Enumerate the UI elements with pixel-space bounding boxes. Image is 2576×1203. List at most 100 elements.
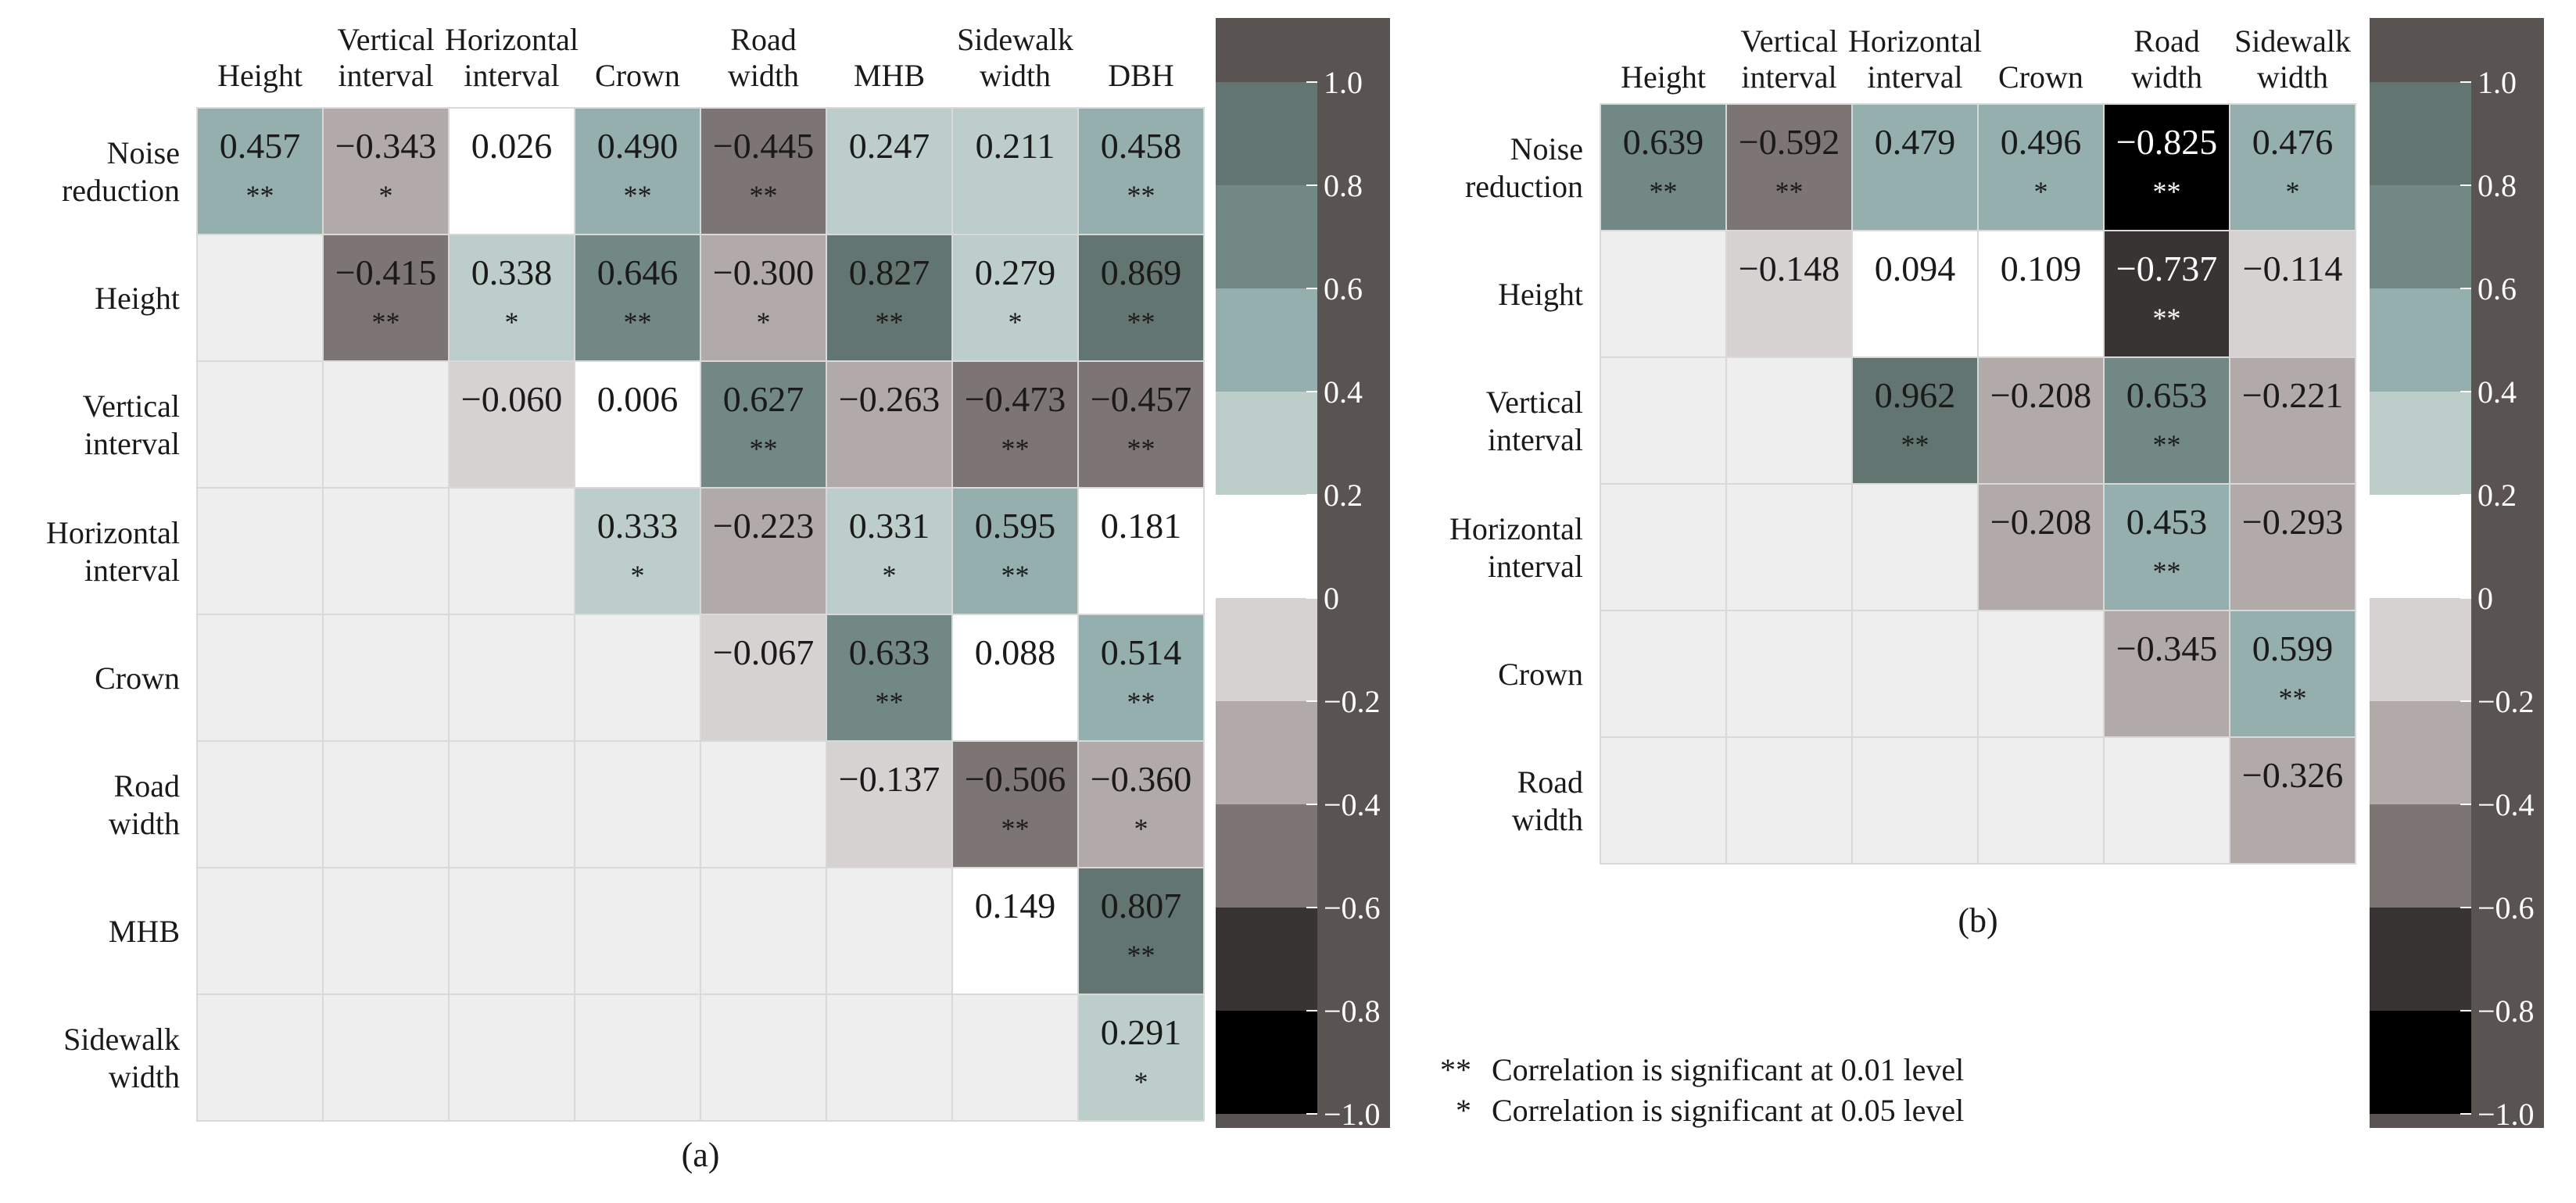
heatmap-cell	[2103, 356, 2230, 485]
heatmap-empty-cell	[322, 994, 450, 1122]
significance-mark: **	[1901, 429, 1929, 460]
heatmap-cell	[700, 360, 827, 489]
heatmap-empty-cell	[1977, 736, 2105, 865]
colorbar-tick-label: 0.2	[2477, 478, 2517, 513]
significance-mark: *	[2034, 176, 2048, 207]
heatmap-empty-cell	[826, 867, 953, 995]
cell-value-label: 0.331	[849, 506, 930, 546]
cell-value-label: −0.415	[335, 252, 436, 292]
column-label: width	[2131, 59, 2202, 95]
column-label: MHB	[854, 58, 925, 93]
heatmap-empty-cell	[1977, 610, 2105, 738]
cell-value-label: −0.737	[2116, 249, 2217, 288]
row-label: reduction	[1465, 169, 1583, 204]
cell-value-label: −0.263	[839, 379, 940, 419]
heatmap-cell	[574, 487, 701, 615]
colorbar-bin	[1216, 598, 1317, 701]
heatmap-cell	[700, 487, 827, 615]
cell-value-label: −0.223	[713, 506, 814, 546]
row-label: Height	[1498, 277, 1583, 312]
cell-value-label: 0.627	[723, 379, 804, 419]
cell-value-label: 0.496	[2001, 122, 2082, 162]
legend-text-2: Correlation is significant at 0.05 level	[1492, 1093, 1964, 1128]
cell-value-label: −0.445	[713, 126, 814, 166]
colorbar-tick-label: −1.0	[1324, 1097, 1381, 1132]
colorbar-tick-label: 0	[1324, 581, 1339, 616]
heatmap-cell	[951, 234, 1079, 362]
cell-value-label: −0.148	[1739, 249, 1840, 288]
heatmap-empty-cell	[1600, 356, 1727, 485]
heatmap-empty-cell	[196, 867, 324, 995]
row-label: interval	[84, 426, 180, 461]
colorbar-bin	[1216, 185, 1317, 288]
colorbar-tick-label: 0	[2477, 581, 2493, 616]
cell-value-label: 0.006	[597, 379, 679, 419]
colorbar-a: 1.0 0.8 0.6 0.4 0.2 0 −0.2 −0.4 −0.6 −0.8 −1.0	[1216, 18, 1390, 1132]
colorbar-tick-label: 0.2	[1324, 478, 1363, 513]
heatmap-empty-cell	[2103, 736, 2230, 865]
colorbar-bin	[2370, 82, 2471, 185]
column-label: Crown	[595, 58, 680, 93]
colorbar-tick-label: −1.0	[2477, 1097, 2535, 1132]
colorbar-bin	[1216, 288, 1317, 392]
heatmap-empty-cell	[322, 360, 450, 489]
significance-mark: **	[624, 306, 652, 338]
significance-mark: **	[1001, 813, 1030, 844]
cell-value-label: 0.807	[1101, 886, 1182, 926]
heatmap-empty-cell	[951, 994, 1079, 1122]
heatmap-cell	[574, 107, 701, 235]
significance-mark: *	[505, 306, 519, 338]
row-label: Crown	[1498, 657, 1583, 692]
heatmap-panel-b: 0.639 ** −0.592 ** 0.479 0.496 * −0.825 ** 0.476 *…	[1449, 23, 2356, 940]
heatmap-cell	[1977, 483, 2105, 611]
heatmap-cell	[951, 487, 1079, 615]
heatmap-cell	[322, 107, 450, 235]
colorbar-bin	[2370, 392, 2471, 495]
cell-value-label: 0.514	[1101, 632, 1182, 672]
column-label: Height	[217, 58, 303, 93]
colorbar-bin	[1216, 495, 1317, 598]
panel-label: (a)	[682, 1136, 720, 1174]
heatmap-empty-cell	[574, 994, 701, 1122]
heatmap-cell	[1077, 994, 1205, 1122]
colorbar-tick-label: −0.4	[1324, 787, 1381, 822]
row-label: Noise	[107, 135, 180, 170]
column-label: Horizontal	[1848, 23, 1982, 59]
colorbar-bin	[2370, 495, 2471, 598]
significance-mark: **	[2153, 176, 2181, 207]
significance-mark: **	[750, 433, 778, 464]
significance-mark: **	[2153, 303, 2181, 334]
significance-mark: **	[2153, 429, 2181, 460]
legend-text-1: Correlation is significant at 0.01 level	[1492, 1052, 1964, 1087]
significance-mark: **	[1127, 686, 1155, 718]
row-label: MHB	[109, 914, 180, 949]
heatmap-empty-cell	[196, 487, 324, 615]
colorbar-tick-label: 0.4	[1324, 374, 1363, 410]
colorbar-bin	[1216, 804, 1317, 908]
cell-value-label: −0.343	[335, 126, 436, 166]
colorbar-bin	[2370, 804, 2471, 908]
cell-value-label: 0.458	[1101, 126, 1182, 166]
significance-mark: **	[2279, 682, 2307, 714]
cell-value-label: 0.646	[597, 252, 679, 292]
heatmap-cell	[1077, 487, 1205, 615]
cell-value-label: 0.247	[849, 126, 930, 166]
cell-value-label: −0.221	[2242, 375, 2343, 415]
heatmap-cell	[1077, 234, 1205, 362]
significance-mark: **	[750, 180, 778, 211]
cell-value-label: 0.653	[2126, 375, 2208, 415]
legend-mark-1: **	[1440, 1052, 1471, 1087]
column-label: interval	[1867, 59, 1962, 95]
colorbar-tick-label: 1.0	[2477, 65, 2517, 100]
cell-value-label: −0.060	[461, 379, 562, 419]
colorbar-bin	[2370, 288, 2471, 392]
cell-value-label: 0.457	[220, 126, 301, 166]
cell-value-label: 0.869	[1101, 252, 1182, 292]
colorbar-tick-label: 0.6	[2477, 271, 2517, 306]
cell-value-label: −0.473	[965, 379, 1066, 419]
cell-value-label: 0.333	[597, 506, 679, 546]
row-label: Height	[95, 281, 180, 316]
heatmap-cell	[1077, 614, 1205, 742]
heatmap-cell	[448, 360, 575, 489]
